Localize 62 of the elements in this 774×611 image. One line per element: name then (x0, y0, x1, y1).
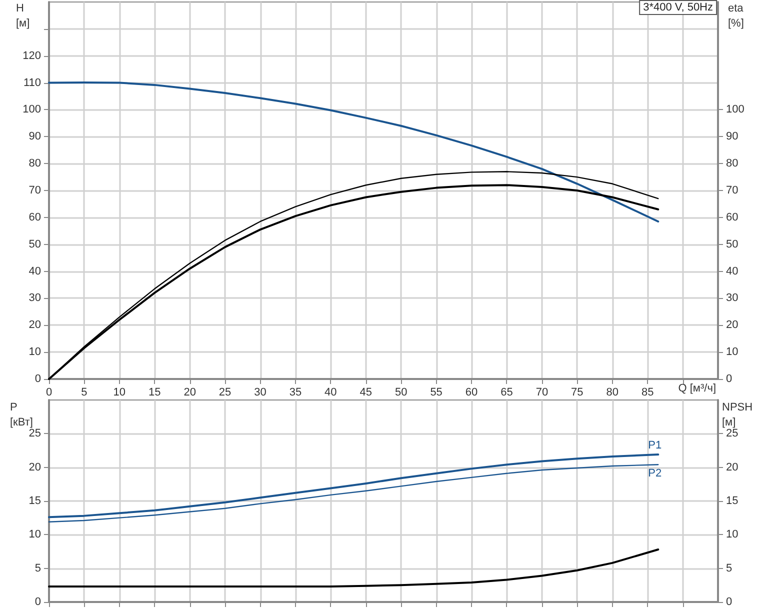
x-tick-label: 35 (289, 386, 302, 398)
x-tick-label: 30 (254, 386, 266, 398)
y2-tick-label: 100 (726, 104, 744, 116)
x-tick-label: 55 (430, 386, 442, 398)
y-tick-label: 120 (22, 50, 41, 62)
y2-axis-title: NPSH [м] (722, 402, 753, 428)
y-axis-title: H [м] (16, 2, 30, 30)
y-tick-label: 40 (28, 265, 41, 278)
x-tick-label: 65 (500, 386, 513, 398)
x-tick-label: 50 (394, 386, 408, 398)
y2-tick-label: 70 (726, 184, 738, 196)
y-tick-label: 5 (34, 562, 41, 574)
y-tick-label: 25 (28, 428, 41, 440)
y-tick-label: 110 (23, 76, 41, 89)
x-tick-label: 20 (184, 386, 196, 398)
y-tick-label: 30 (28, 292, 41, 304)
y2-tick-label: 50 (726, 238, 738, 250)
x-tick-label: 25 (218, 386, 232, 398)
y2-tick-label: 90 (726, 130, 738, 143)
x-tick-label: 60 (465, 386, 478, 398)
y2-tick-label: 30 (726, 292, 738, 304)
y-tick-label: 20 (28, 319, 41, 332)
x-tick-label: 85 (641, 386, 654, 398)
y-tick-label: 60 (28, 211, 41, 224)
x-tick-label: 70 (536, 386, 548, 398)
y-tick-label: 70 (28, 184, 41, 196)
x-tick-label: 0 (46, 386, 52, 398)
y2-tick-label: 20 (726, 319, 738, 332)
y2-tick-label: 10 (726, 346, 738, 358)
y-tick-label: 15 (28, 495, 41, 507)
x-axis-title: Q [м³/ч] (678, 382, 716, 394)
y2-axis-title: eta [%] (728, 2, 744, 30)
y-tick-label: 100 (22, 104, 41, 116)
y-tick-label: 0 (34, 373, 41, 385)
y2-tick-label: 20 (726, 461, 738, 474)
series-label: P1 (648, 440, 662, 452)
y-tick-label: 50 (28, 238, 41, 250)
y2-tick-label: 0 (726, 596, 732, 608)
x-tick-label: 10 (113, 386, 126, 398)
y-tick-label: 90 (28, 130, 41, 143)
y2-tick-label: 60 (726, 211, 738, 224)
series-label: P2 (648, 468, 662, 480)
y2-tick-label: 25 (726, 428, 738, 440)
y2-tick-label: 10 (726, 528, 738, 541)
x-tick-label: 75 (571, 386, 584, 398)
y-axis-title: P [кВт] (10, 402, 33, 428)
x-tick-label: 15 (148, 386, 161, 398)
x-tick-label: 5 (81, 386, 88, 398)
y-tick-label: 80 (28, 158, 41, 170)
y2-tick-label: 5 (726, 562, 732, 574)
y2-tick-label: 40 (726, 265, 738, 278)
y-tick-label: 20 (28, 461, 41, 474)
x-tick-label: 80 (606, 386, 618, 398)
x-tick-label: 45 (360, 386, 372, 398)
y2-tick-label: 0 (726, 373, 732, 385)
y-tick-label: 0 (34, 596, 41, 608)
x-tick-label: 40 (324, 386, 337, 398)
annotation: 3*400 V, 50Hz (643, 2, 714, 14)
y2-tick-label: 15 (726, 495, 738, 507)
y-tick-label: 10 (28, 528, 41, 541)
y2-tick-label: 80 (726, 158, 738, 170)
y-tick-label: 10 (28, 346, 41, 358)
